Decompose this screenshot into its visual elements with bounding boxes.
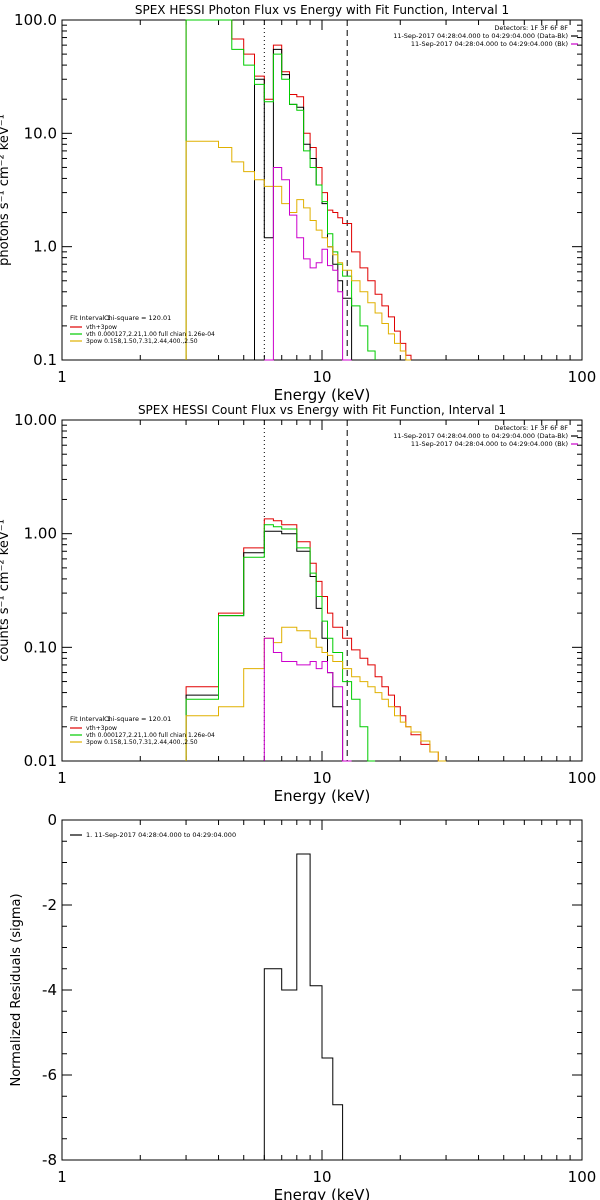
legend-label: 1. 11-Sep-2017 04:28:04.000 to 04:29:04.… <box>86 831 236 839</box>
x-tick-label: 1 <box>57 368 67 386</box>
series-step-line-0 <box>263 853 352 1161</box>
x-axis-label: Energy (keV) <box>274 787 371 805</box>
y-tick-label: -4 <box>42 981 57 999</box>
series-step-line-4 <box>263 637 352 762</box>
chart-title: SPEX HESSI Photon Flux vs Energy with Fi… <box>135 3 509 17</box>
x-tick-label: 10 <box>312 769 331 787</box>
chi-square-text: Chi-square = 120.01 <box>104 715 171 723</box>
y-axis-label: photons s⁻¹ cm⁻² keV⁻¹ <box>0 114 12 266</box>
detector-info-text: 11-Sep-2017 04:28:04.000 to 04:29:04.000… <box>393 32 568 40</box>
y-axis-label: Normalized Residuals (sigma) <box>9 893 24 1086</box>
fit-interval-text: Fit Interval 1 <box>70 715 111 723</box>
series-step-line-1 <box>185 530 352 762</box>
y-tick-label: 1.0 <box>33 238 57 256</box>
legend-label: vth 0.000127,2.21,1.00 full chian 1.26e-… <box>86 732 215 739</box>
series-step-line-2 <box>185 524 376 762</box>
detector-info-text: Detectors: 1F 3F 6F 8F <box>494 24 568 32</box>
series-step-line-3 <box>185 626 447 762</box>
detector-info-text: 11-Sep-2017 04:28:04.000 to 04:29:04.000… <box>393 432 568 440</box>
x-tick-label: 100 <box>568 769 597 787</box>
x-tick-label: 10 <box>312 1168 331 1186</box>
series-step-line-4 <box>264 167 352 361</box>
y-tick-label: -2 <box>42 896 57 914</box>
x-tick-label: 1 <box>57 1168 67 1186</box>
legend-label: vth+3pow <box>86 725 117 732</box>
y-tick-label: 0.1 <box>33 351 57 369</box>
x-tick-label: 100 <box>568 368 597 386</box>
fit-interval-text: Fit Interval 1 <box>70 314 111 322</box>
legend-label: vth+3pow <box>86 324 117 331</box>
chi-square-text: Chi-square = 120.01 <box>104 314 171 322</box>
series-step-line-0 <box>185 19 412 360</box>
photon-flux-panel: SPEX HESSI Photon Flux vs Energy with Fi… <box>0 3 596 404</box>
y-tick-label: 10.00 <box>14 411 57 429</box>
y-tick-label: -8 <box>42 1151 57 1169</box>
chart-title: SPEX HESSI Count Flux vs Energy with Fit… <box>138 403 506 417</box>
series-step-line-3 <box>185 140 411 361</box>
y-axis-label: counts s⁻¹ cm⁻² keV⁻¹ <box>0 519 12 662</box>
x-axis-label: Energy (keV) <box>274 386 371 404</box>
series-step-line-1 <box>254 48 360 361</box>
detector-info-text: 11-Sep-2017 04:28:04.000 to 04:29:04.000… <box>411 40 568 48</box>
y-tick-label: -6 <box>42 1066 57 1084</box>
residuals-panel: 1 10 100 Energy (keV) -8 -6 -4 -2 0 Normalized Re… <box>9 811 596 1200</box>
detector-info-text: Detectors: 1F 3F 6F 8F <box>494 424 568 432</box>
y-tick-label: 1.00 <box>24 525 57 543</box>
legend-label: vth 0.000127,2.21,1.00 full chian 1.26e-… <box>86 331 215 338</box>
y-tick-label: 0 <box>47 811 57 829</box>
x-tick-label: 100 <box>568 1168 597 1186</box>
y-tick-label: 100.0 <box>14 11 57 29</box>
y-tick-label: 0.10 <box>24 638 57 656</box>
x-tick-label: 1 <box>57 769 67 787</box>
count-flux-panel: SPEX HESSI Count Flux vs Energy with Fit… <box>0 403 596 805</box>
y-tick-label: 10.0 <box>24 124 57 142</box>
x-tick-label: 10 <box>312 368 331 386</box>
y-tick-label: 0.01 <box>24 752 57 770</box>
x-axis-label: Energy (keV) <box>274 1186 371 1200</box>
legend-label: 3pow 0.158,1.50,7.31,2.44,400.,2.50 <box>86 739 198 746</box>
legend-label: 3pow 0.158,1.50,7.31,2.44,400.,2.50 <box>86 338 198 345</box>
detector-info-text: 11-Sep-2017 04:28:04.000 to 04:29:04.000… <box>411 440 568 448</box>
